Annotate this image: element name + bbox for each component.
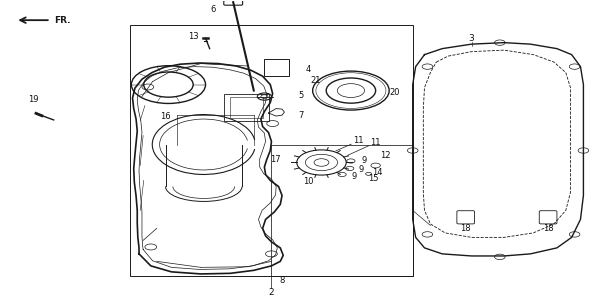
- Text: 10: 10: [303, 178, 314, 186]
- Text: 15: 15: [368, 175, 379, 184]
- Text: 21: 21: [310, 76, 321, 85]
- Bar: [230, 97, 263, 118]
- Text: 19: 19: [28, 95, 38, 104]
- Text: 8: 8: [279, 276, 285, 285]
- Text: 9: 9: [361, 157, 366, 166]
- Text: 4: 4: [305, 64, 310, 73]
- Text: 16: 16: [160, 112, 171, 120]
- Text: 6: 6: [210, 5, 215, 14]
- Text: 12: 12: [380, 151, 391, 160]
- Text: 17: 17: [270, 155, 281, 164]
- Text: 18: 18: [543, 224, 553, 233]
- Text: 18: 18: [460, 224, 471, 233]
- Text: 9: 9: [359, 165, 364, 174]
- Text: 5: 5: [299, 92, 303, 101]
- Text: 2: 2: [268, 288, 274, 297]
- Text: 13: 13: [188, 32, 199, 41]
- Text: 3: 3: [468, 34, 474, 43]
- Bar: [264, 59, 289, 76]
- Text: FR.: FR.: [54, 16, 70, 25]
- Bar: [224, 94, 268, 120]
- Text: 11: 11: [353, 136, 363, 145]
- Text: 11: 11: [371, 138, 381, 147]
- Bar: [271, 144, 413, 276]
- Text: 7: 7: [298, 111, 304, 120]
- Text: 9: 9: [351, 172, 356, 182]
- Bar: [130, 25, 413, 276]
- Text: 14: 14: [372, 169, 383, 178]
- Text: 20: 20: [390, 88, 400, 97]
